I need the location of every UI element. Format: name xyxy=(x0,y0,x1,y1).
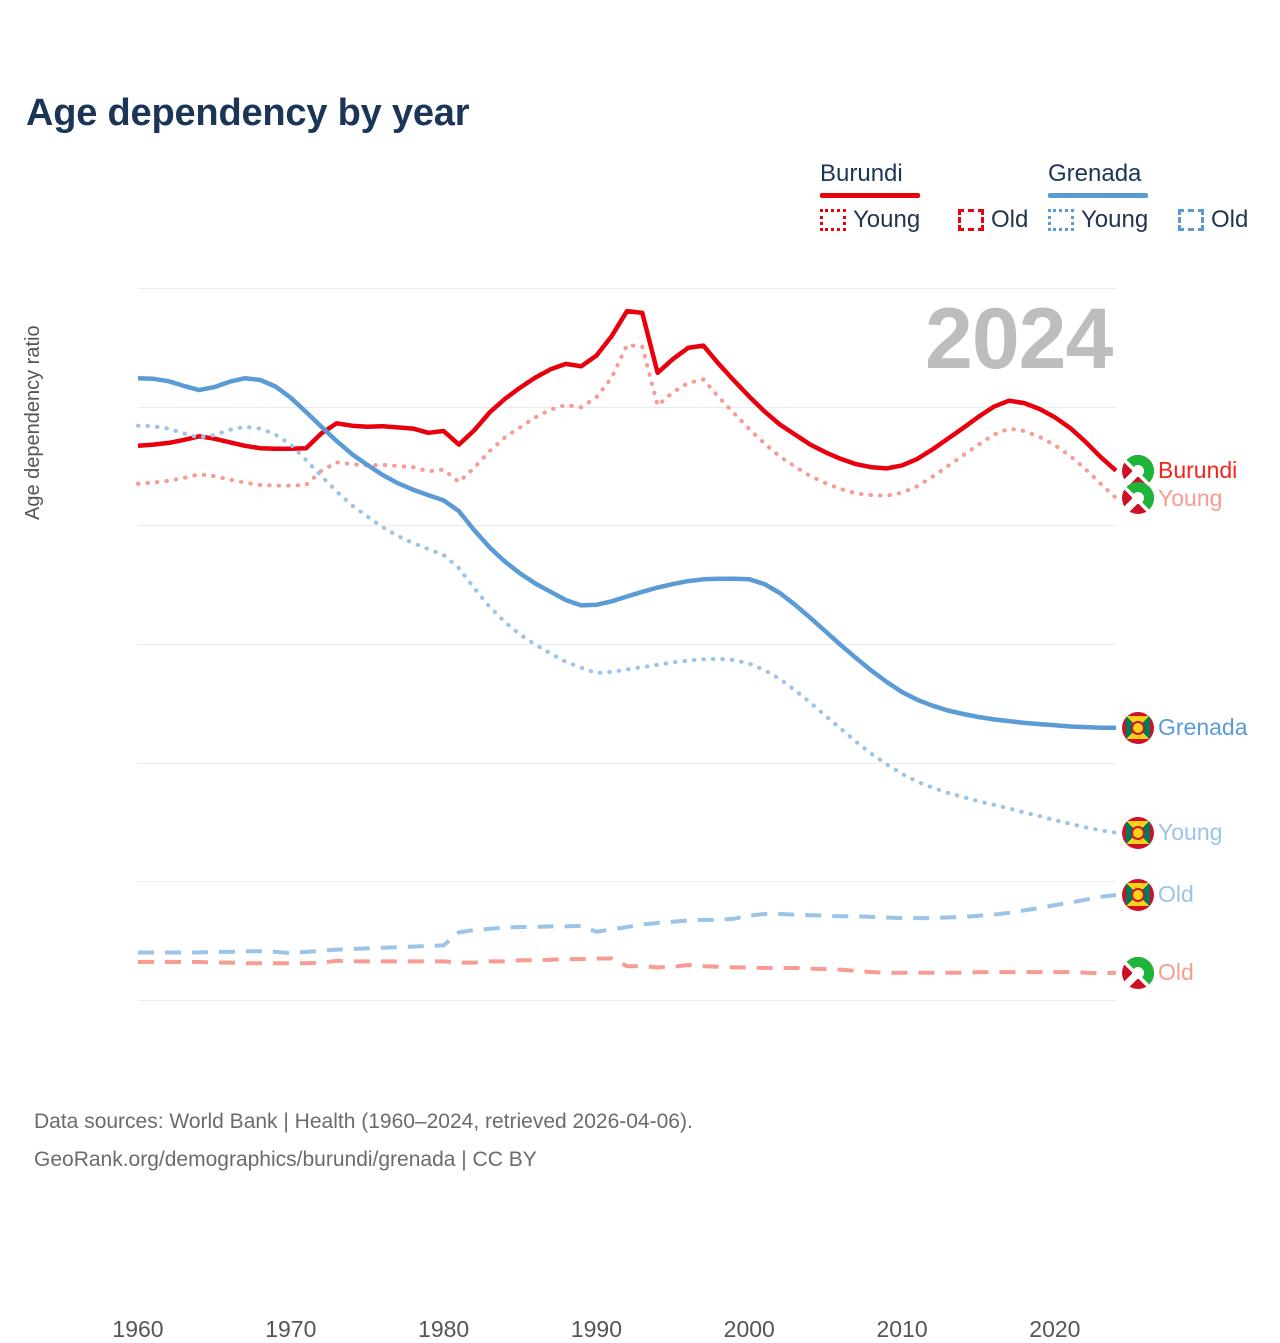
series-lines xyxy=(136,308,1118,976)
series-path xyxy=(137,375,1116,730)
gridline xyxy=(138,406,1116,408)
grenada-flag-icon xyxy=(1122,878,1154,911)
gridline xyxy=(138,1000,1116,1001)
x-axis-tick: 1980 xyxy=(418,1316,470,1342)
x-axis-tick: 1990 xyxy=(570,1316,623,1342)
series-end-label[interactable]: Young xyxy=(1122,481,1222,515)
series-end-label[interactable]: Old xyxy=(1122,956,1194,990)
chart-legend: Burundi Grenada Young Old Young Old xyxy=(812,160,1264,240)
gridline xyxy=(138,525,1116,527)
legend-item-grenada-old[interactable]: Old xyxy=(1178,206,1248,234)
x-axis-tick: 2020 xyxy=(1029,1316,1081,1342)
legend-label-burundi-young: Young xyxy=(853,206,921,233)
legend-label-grenada-young: Young xyxy=(1081,206,1149,233)
legend-swatch-dotted-icon xyxy=(820,209,846,231)
y-axis-label: Age dependency ratio xyxy=(22,325,44,520)
year-watermark: 2024 xyxy=(925,291,1113,387)
gridline xyxy=(138,762,1116,764)
legend-swatch-dashed-icon xyxy=(958,209,984,231)
legend-label-grenada-old: Old xyxy=(1211,206,1249,233)
page-title: Age dependency by year xyxy=(26,92,470,134)
series-end-label-text: Young xyxy=(1158,484,1223,511)
series-end-label[interactable]: Grenada xyxy=(1122,711,1248,745)
grenada-flag-icon xyxy=(1122,816,1154,849)
burundi-flag-icon xyxy=(1122,956,1154,989)
series-path xyxy=(137,308,1118,473)
legend-item-burundi-old[interactable]: Old xyxy=(958,206,1028,234)
series-end-label-text: Grenada xyxy=(1158,714,1248,741)
legend-country-grenada[interactable]: Grenada xyxy=(1048,160,1142,187)
burundi-flag-icon xyxy=(1122,482,1154,515)
grenada-flag-icon xyxy=(1122,711,1154,744)
legend-swatch-dashed-icon xyxy=(1178,209,1204,231)
legend-swatch-dotted-icon xyxy=(1048,209,1074,231)
x-axis-tick: 2010 xyxy=(876,1316,928,1342)
x-axis-tick: 1960 xyxy=(112,1316,164,1342)
gridline xyxy=(138,881,1116,883)
plot-area: 0%20%40%60%80%100%120% 19601970198019902… xyxy=(112,288,1248,1342)
chart-root: Age dependency by year Burundi Grenada Y… xyxy=(22,92,1264,1342)
series-end-label[interactable]: Burundi xyxy=(1122,454,1237,488)
legend-column-burundi: Burundi xyxy=(820,160,920,198)
x-axis-tick: 2000 xyxy=(723,1316,775,1342)
gridline xyxy=(138,288,1116,289)
legend-item-grenada-young[interactable]: Young xyxy=(1048,206,1148,234)
series-path xyxy=(138,893,1117,956)
series-end-label-text: Old xyxy=(1158,959,1194,986)
legend-item-burundi-young[interactable]: Young xyxy=(820,206,920,234)
series-path xyxy=(138,956,1117,976)
gridline xyxy=(138,644,1116,645)
series-end-label[interactable]: Young xyxy=(1122,816,1222,850)
footer-line-2: GeoRank.org/demographics/burundi/grenada… xyxy=(34,1148,537,1171)
x-axis-tick: 1970 xyxy=(265,1316,317,1342)
burundi-flag-icon xyxy=(1122,454,1154,487)
legend-rule-burundi xyxy=(820,193,920,198)
series-end-label-text: Burundi xyxy=(1158,457,1238,484)
footer-line-1: Data sources: World Bank | Health (1960–… xyxy=(34,1110,693,1133)
legend-label-burundi-old: Old xyxy=(991,206,1029,233)
legend-country-burundi[interactable]: Burundi xyxy=(820,160,903,187)
series-path xyxy=(136,423,1118,835)
legend-rule-grenada xyxy=(1048,193,1148,198)
legend-column-grenada: Grenada xyxy=(1048,160,1148,198)
series-end-label-text: Young xyxy=(1158,819,1223,846)
series-end-label-text: Old xyxy=(1158,881,1194,908)
series-end-label[interactable]: Old xyxy=(1122,878,1194,912)
